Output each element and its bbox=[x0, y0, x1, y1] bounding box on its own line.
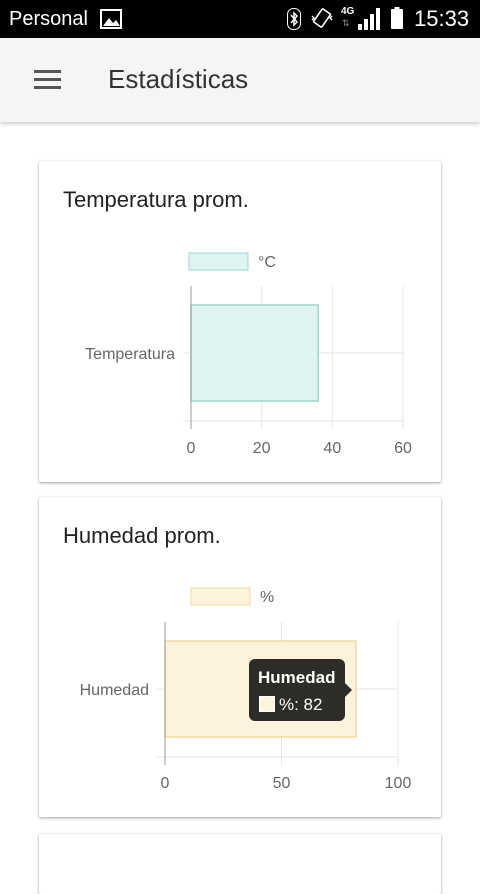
card-title: Humedad prom. bbox=[63, 523, 221, 548]
next-card bbox=[39, 834, 441, 894]
temperature-card: Temperatura prom. °C 0 20 40 60 Temperatura bbox=[39, 161, 441, 482]
legend-label: % bbox=[260, 589, 274, 606]
battery-icon bbox=[391, 7, 403, 29]
humidity-card: Humedad prom. % 0 50 100 Humedad Humedad %: … bbox=[39, 497, 441, 817]
bluetooth-icon bbox=[287, 8, 301, 30]
tooltip-value: %: 82 bbox=[279, 695, 323, 714]
gallery-icon bbox=[100, 9, 122, 29]
x-tick-label: 100 bbox=[385, 775, 412, 792]
chart-tooltip: Humedad %: 82 bbox=[249, 659, 352, 721]
card-title: Temperatura prom. bbox=[63, 187, 249, 212]
y-category-label: Temperatura bbox=[85, 346, 175, 363]
page-title: Estadísticas bbox=[108, 64, 249, 94]
x-tick-label: 50 bbox=[273, 775, 291, 792]
x-tick-label: 40 bbox=[323, 440, 341, 457]
menu-icon[interactable] bbox=[34, 69, 62, 89]
legend-swatch bbox=[190, 587, 251, 606]
bar bbox=[190, 304, 319, 402]
data-activity-icon: ⇅ bbox=[342, 18, 350, 28]
humidity-chart: % 0 50 100 Humedad bbox=[80, 587, 412, 792]
y-category-label: Humedad bbox=[80, 682, 149, 699]
legend-label: °C bbox=[258, 254, 276, 271]
vibrate-icon bbox=[311, 8, 333, 28]
x-tick-label: 0 bbox=[161, 775, 170, 792]
signal-icon bbox=[358, 8, 380, 30]
x-tick-label: 0 bbox=[187, 440, 196, 457]
legend-swatch bbox=[188, 252, 249, 271]
tooltip-swatch bbox=[259, 696, 275, 712]
carrier-label: Personal bbox=[9, 8, 88, 30]
tooltip-title: Humedad bbox=[258, 668, 336, 687]
x-tick-label: 60 bbox=[394, 440, 412, 457]
temperature-chart: °C 0 20 40 60 Temperatura bbox=[85, 252, 412, 457]
app-bar: Estadísticas bbox=[0, 38, 480, 122]
network-type-label: 4G bbox=[341, 6, 355, 17]
x-tick-label: 20 bbox=[253, 440, 271, 457]
status-bar: Personal 4G ⇅ 15:33 bbox=[0, 0, 480, 38]
clock: 15:33 bbox=[414, 6, 470, 31]
